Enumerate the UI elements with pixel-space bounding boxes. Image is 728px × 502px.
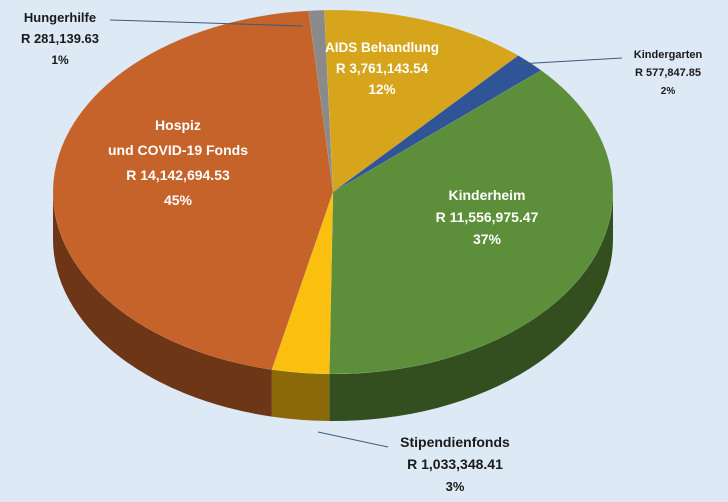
- pie-side-walls: [53, 192, 613, 421]
- pie-slice-3: [329, 70, 614, 375]
- slice-2-amount-label: R 577,847.85: [635, 67, 701, 79]
- slice-0-name-label: Hungerhilfe: [24, 10, 96, 25]
- leader-line-2: [517, 57, 623, 65]
- slice-1-name-label: AIDS Behandlung: [325, 40, 439, 55]
- leader-line-0: [109, 19, 304, 27]
- pie-slice-4: [271, 191, 334, 375]
- slice-0-amount-label: R 281,139.63: [21, 31, 99, 46]
- slice-2-percent-label: 2%: [661, 86, 676, 97]
- leader-line-4: [317, 431, 389, 448]
- pie-slice-5: [52, 10, 334, 370]
- slice-3-name-label: Kinderheim: [448, 187, 525, 203]
- slice-2-name-label: Kindergarten: [634, 49, 703, 61]
- pie-labels: Hungerhilfe R 281,139.63 1% AIDS Behandlung…: [21, 10, 703, 494]
- pie-slices: [52, 9, 614, 375]
- slice-4-percent-label: 3%: [446, 479, 465, 494]
- slice-4-name-label: Stipendienfonds: [400, 434, 510, 450]
- slice-3-percent-label: 37%: [473, 231, 502, 247]
- slice-5-percent-label: 45%: [164, 192, 193, 208]
- slice-4-amount-label: R 1,033,348.41: [407, 456, 503, 472]
- slice-5-amount-label: R 14,142,694.53: [126, 167, 230, 183]
- pie-slice-1: [324, 9, 519, 193]
- slice-0-percent-label: 1%: [51, 53, 69, 67]
- slice-5-name-label: und COVID-19 Fonds: [108, 142, 248, 158]
- slice-1-percent-label: 12%: [368, 82, 395, 97]
- pie-side-4: [271, 369, 330, 421]
- slice-3-amount-label: R 11,556,975.47: [436, 209, 539, 225]
- pie-side-5: [53, 192, 272, 417]
- pie-slice-0: [308, 9, 334, 193]
- pie-slice-2: [332, 55, 542, 193]
- slice-5-name-label: Hospiz: [155, 117, 201, 133]
- pie-side-3: [329, 192, 613, 421]
- slice-1-amount-label: R 3,761,143.54: [336, 61, 429, 76]
